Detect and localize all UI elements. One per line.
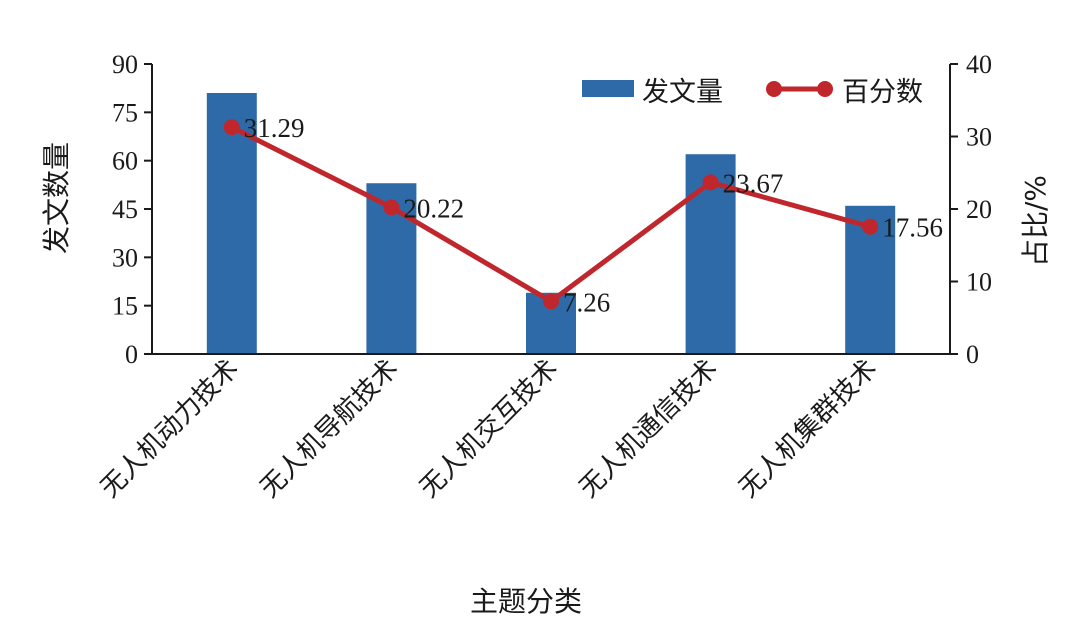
data-labels-layer: 31.29 20.22 7.26 23.67 17.56 xyxy=(244,113,943,317)
y-right-tick-label: 40 xyxy=(966,50,992,79)
bars-layer xyxy=(206,93,896,354)
data-label: 20.22 xyxy=(403,193,464,223)
ticks-layer: 0 15 30 45 60 75 90 0 10 20 30 40 xyxy=(112,50,992,369)
line-point xyxy=(702,174,719,191)
y-right-tick-label: 30 xyxy=(966,123,992,152)
data-label: 31.29 xyxy=(244,113,305,143)
y-tick-label: 30 xyxy=(112,243,138,272)
y-tick-label: 75 xyxy=(112,98,138,127)
data-label: 23.67 xyxy=(723,168,784,198)
data-label: 17.56 xyxy=(882,213,943,243)
legend-line-marker xyxy=(766,81,782,97)
legend-bar-swatch xyxy=(582,80,634,97)
legend-bar-label: 发文量 xyxy=(642,77,723,108)
legend-line-label: 百分数 xyxy=(842,77,923,108)
y-tick-label: 0 xyxy=(125,340,138,369)
legend-line-marker xyxy=(817,81,833,97)
x-axis-title: 主题分类 xyxy=(470,585,582,618)
x-category-label: 无人机动力技术 xyxy=(95,354,245,504)
line-series-path xyxy=(230,124,871,304)
y-tick-label: 15 xyxy=(112,292,138,321)
y-tick-label: 60 xyxy=(112,147,138,176)
y-axis-title: 发文数量 xyxy=(40,142,73,254)
line-point xyxy=(383,199,400,216)
x-category-label: 无人机导航技术 xyxy=(254,354,404,504)
x-category-label: 无人机集群技术 xyxy=(733,354,883,504)
y-right-tick-label: 20 xyxy=(966,195,992,224)
line-series-layer xyxy=(223,119,879,310)
legend: 发文量 百分数 xyxy=(582,77,923,108)
line-point xyxy=(862,218,879,235)
y-tick-label: 90 xyxy=(112,50,138,79)
x-category-label: 无人机通信技术 xyxy=(574,354,724,504)
y-tick-label: 45 xyxy=(112,195,138,224)
data-label: 7.26 xyxy=(563,287,610,317)
line-point xyxy=(543,293,559,310)
y-right-tick-label: 0 xyxy=(966,340,979,369)
x-category-label: 无人机交互技术 xyxy=(414,354,564,504)
y-axis-right-title: 占比/% xyxy=(1019,175,1052,267)
line-point xyxy=(223,119,240,136)
y-right-tick-label: 10 xyxy=(966,268,992,297)
category-labels-layer: 无人机动力技术 无人机导航技术 无人机交互技术 无人机通信技术 无人机集群技术 xyxy=(95,354,883,504)
